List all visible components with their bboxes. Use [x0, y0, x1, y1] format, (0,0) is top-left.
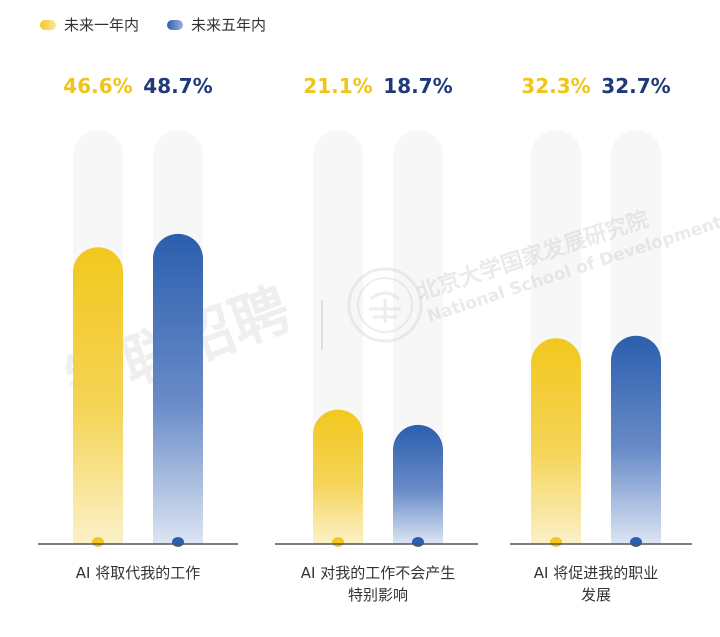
- data-label-2-1: 21.1%: [303, 74, 372, 98]
- bar-2-1: [313, 409, 363, 544]
- category-label-2-line-2: 特别影响: [348, 586, 408, 604]
- data-label-3-1: 32.3%: [521, 74, 590, 98]
- bar-base-dot-2-1: [332, 537, 344, 547]
- data-label-3-2: 32.7%: [601, 74, 670, 98]
- seal-icon: [347, 267, 423, 343]
- legend-label-series-1: 未来一年内: [64, 16, 140, 34]
- data-label-1-1: 46.6%: [63, 74, 132, 98]
- bar-3-2: [611, 335, 661, 544]
- category-label-3-line-1: AI 将促进我的职业: [534, 564, 658, 582]
- data-label-2-2: 18.7%: [383, 74, 452, 98]
- bar-1-2: [153, 233, 203, 545]
- category-label-1-line-1: AI 将取代我的工作: [76, 564, 200, 582]
- bar-base-dot-3-1: [550, 537, 562, 547]
- legend-item-series-1: 未来一年内: [40, 14, 139, 35]
- bar-base-dot-1-2: [172, 537, 184, 547]
- legend-label-series-2: 未来五年内: [191, 16, 267, 34]
- category-label-3-line-2: 发展: [581, 586, 611, 604]
- bar-1-1: [73, 247, 123, 544]
- category-label-2-line-1: AI 对我的工作不会产生: [301, 564, 455, 582]
- bar-2-2: [392, 424, 443, 544]
- bar-base-dot-3-2: [630, 537, 642, 547]
- legend-item-series-2: 未来五年内: [167, 14, 266, 35]
- data-label-1-2: 48.7%: [143, 74, 212, 98]
- bar-base-dot-1-1: [92, 537, 104, 547]
- legend-swatch-blue: [167, 19, 184, 30]
- legend-swatch-yellow: [40, 19, 56, 30]
- bar-3-1: [531, 338, 581, 544]
- bar-base-dot-2-2: [412, 537, 424, 547]
- chart-legend: 未来一年内 未来五年内: [40, 14, 294, 35]
